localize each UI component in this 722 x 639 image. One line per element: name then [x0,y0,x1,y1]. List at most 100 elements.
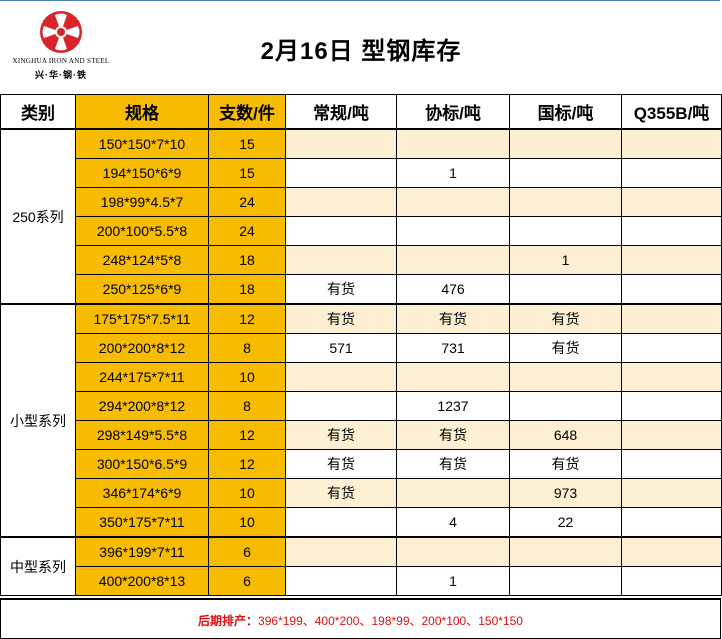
table-row: 298*149*5.5*8 12 有货 有货 648 [1,420,722,450]
association-stock-cell: 有货 [396,420,510,450]
pieces-cell: 24 [208,187,286,217]
national-stock-cell [509,362,622,392]
column-header-spec: 规格 [75,94,209,130]
normal-stock-cell [285,128,397,159]
association-stock-cell: 4 [396,507,510,538]
normal-stock-cell: 有货 [285,303,397,334]
inventory-table-body: 250系列 150*150*7*10 15 194*150*6*9 15 1 198*99*… [0,128,722,596]
normal-stock-cell [285,216,397,246]
table-header-row: 类别 规格 支数/件 常规/吨 协标/吨 国标/吨 Q355B/吨 [0,94,722,130]
pieces-cell: 15 [208,158,286,188]
table-row: 400*200*8*13 6 1 [1,566,722,596]
national-stock-cell: 有货 [509,333,622,363]
pieces-cell: 8 [208,391,286,421]
table-row: 250*125*6*9 18 有货 476 [1,274,722,305]
pieces-cell: 18 [208,274,286,305]
association-stock-cell: 476 [396,274,510,305]
pieces-cell: 6 [208,536,286,567]
spec-cell: 175*175*7.5*11 [75,303,209,334]
pieces-cell: 10 [208,478,286,508]
spec-cell: 300*150*6.5*9 [75,449,209,479]
table-row: 346*174*6*9 10 有货 973 [1,478,722,508]
normal-stock-cell [285,536,397,567]
spec-cell: 350*175*7*11 [75,507,209,538]
logo-english-name: XINGHUA IRON AND STEEL [12,57,110,65]
table-row: 294*200*8*12 8 1237 [1,391,722,421]
table-row: 200*200*8*12 8 571 731 有货 [1,333,722,363]
table-row: 300*150*6.5*9 12 有货 有货 有货 [1,449,722,479]
pieces-cell: 10 [208,362,286,392]
q355b-stock-cell [621,507,722,538]
association-stock-cell [396,187,510,217]
pieces-cell: 12 [208,420,286,450]
category-cell: 中型系列 [0,536,76,596]
normal-stock-cell [285,158,397,188]
association-stock-cell [396,536,510,567]
spec-cell: 194*150*6*9 [75,158,209,188]
q355b-stock-cell [621,420,722,450]
association-stock-cell: 有货 [396,449,510,479]
normal-stock-cell [285,566,397,596]
table-row: 194*150*6*9 15 1 [1,158,722,188]
normal-stock-cell [285,187,397,217]
pieces-cell: 15 [208,128,286,159]
normal-stock-cell: 571 [285,333,397,363]
national-stock-cell: 22 [509,507,622,538]
company-logo: XINGHUA IRON AND STEEL 兴·华·钢·铁 [6,9,116,89]
pieces-cell: 8 [208,333,286,363]
national-stock-cell [509,128,622,159]
q355b-stock-cell [621,216,722,246]
spec-cell: 150*150*7*10 [75,128,209,159]
schedule-label: 后期排产： [198,614,259,628]
q355b-stock-cell [621,449,722,479]
q355b-stock-cell [621,362,722,392]
q355b-stock-cell [621,303,722,334]
normal-stock-cell: 有货 [285,420,397,450]
pieces-cell: 12 [208,303,286,334]
national-stock-cell [509,216,622,246]
column-header-association: 协标/吨 [396,94,510,130]
spec-cell: 298*149*5.5*8 [75,420,209,450]
schedule-items: 396*199、400*200、198*99、200*100、150*150 [258,614,523,628]
q355b-stock-cell [621,274,722,305]
association-stock-cell: 731 [396,333,510,363]
pieces-cell: 24 [208,216,286,246]
table-row: 248*124*5*8 18 1 [1,245,722,275]
association-stock-cell [396,216,510,246]
q355b-stock-cell [621,128,722,159]
q355b-stock-cell [621,333,722,363]
column-header-pieces: 支数/件 [208,94,286,130]
category-cell: 250系列 [0,128,76,305]
q355b-stock-cell [621,391,722,421]
national-stock-cell: 1 [509,245,622,275]
column-header-category: 类别 [0,94,76,130]
pieces-cell: 18 [208,245,286,275]
national-stock-cell: 有货 [509,303,622,334]
association-stock-cell: 1 [396,158,510,188]
spec-cell: 250*125*6*9 [75,274,209,305]
table-row: 250系列 150*150*7*10 15 [0,128,722,305]
column-header-normal: 常规/吨 [285,94,397,130]
logo-chinese-name: 兴·华·钢·铁 [35,70,87,80]
table-row: 198*99*4.5*7 24 [1,187,722,217]
normal-stock-cell: 有货 [285,478,397,508]
national-stock-cell [509,391,622,421]
column-header-national: 国标/吨 [509,94,622,130]
national-stock-cell: 648 [509,420,622,450]
sheet-header: XINGHUA IRON AND STEEL 兴·华·钢·铁 2月16日 型钢库… [0,0,720,95]
table-row: 200*100*5.5*8 24 [1,216,722,246]
spec-cell: 244*175*7*11 [75,362,209,392]
national-stock-cell: 有货 [509,449,622,479]
national-stock-cell: 973 [509,478,622,508]
spec-cell: 294*200*8*12 [75,391,209,421]
association-stock-cell [396,245,510,275]
national-stock-cell [509,187,622,217]
schedule-line: 后期排产：396*199、400*200、198*99、200*100、150*… [1,612,720,629]
pieces-cell: 12 [208,449,286,479]
national-stock-cell [509,566,622,596]
normal-stock-cell: 有货 [285,274,397,305]
pieces-cell: 6 [208,566,286,596]
spec-cell: 400*200*8*13 [75,566,209,596]
normal-stock-cell [285,245,397,275]
